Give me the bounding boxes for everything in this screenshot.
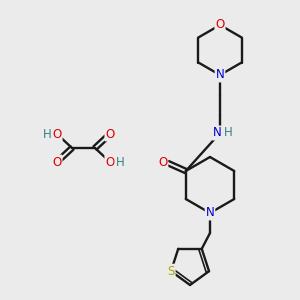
Text: H: H [43, 128, 51, 140]
Text: N: N [213, 127, 221, 140]
Text: O: O [158, 157, 167, 169]
Text: O: O [105, 155, 115, 169]
Text: O: O [215, 19, 225, 32]
Text: N: N [216, 68, 224, 82]
Text: S: S [167, 265, 175, 278]
Text: O: O [105, 128, 115, 140]
Text: O: O [52, 128, 62, 140]
Text: N: N [206, 206, 214, 220]
Text: H: H [116, 155, 124, 169]
Text: H: H [224, 127, 232, 140]
Text: O: O [52, 155, 62, 169]
